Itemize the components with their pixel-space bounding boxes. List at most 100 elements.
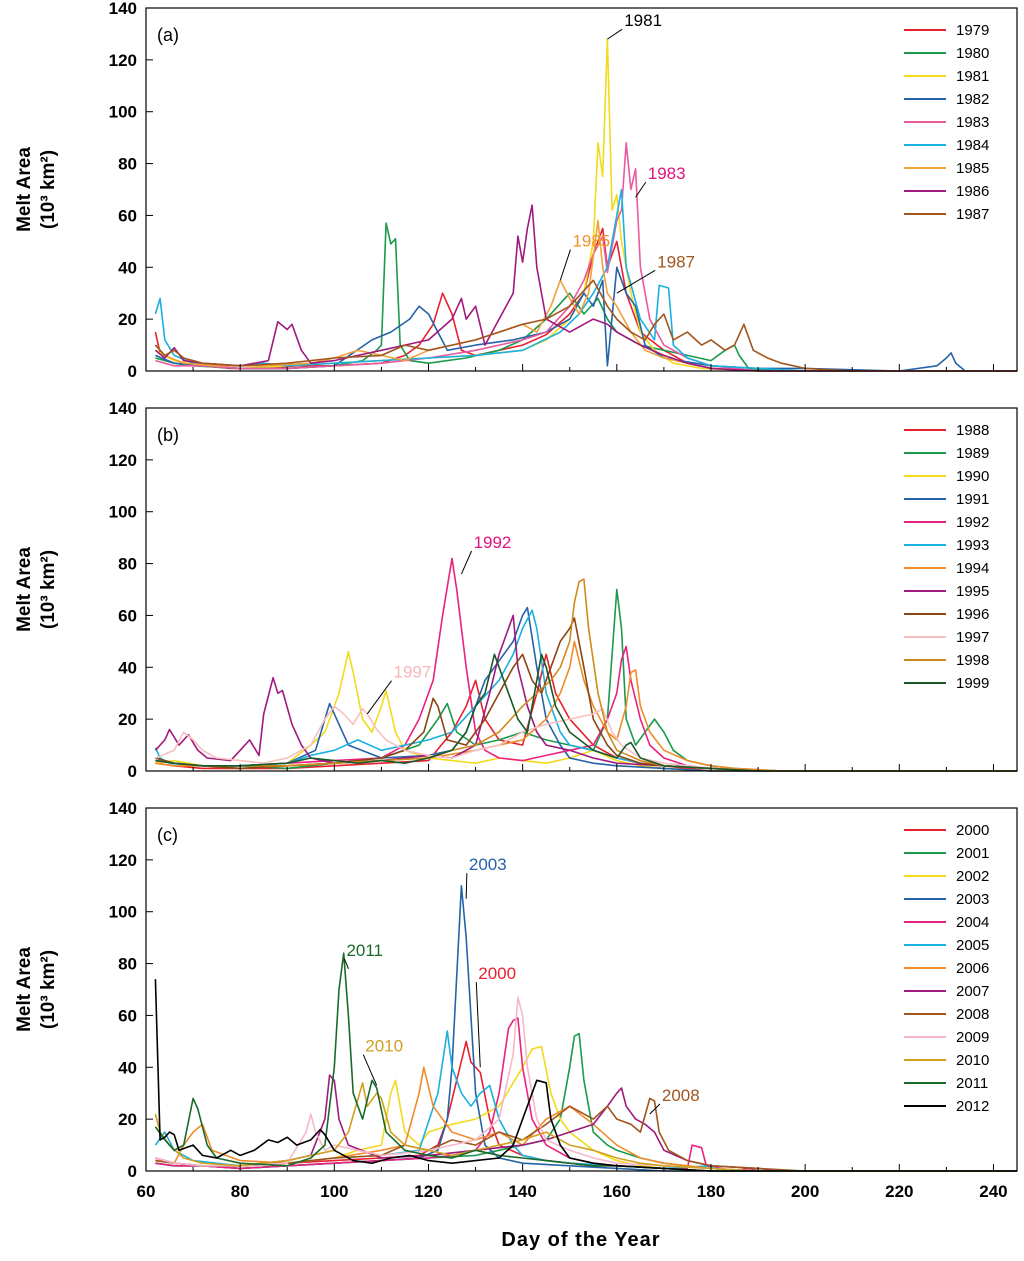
legend-label-1987: 1987 <box>956 206 989 223</box>
series-line-2001 <box>155 1032 1017 1172</box>
y-axis-title: Melt Area (10³ km²) <box>14 147 59 232</box>
y-tick-label: 40 <box>118 1058 137 1077</box>
series-line-2010 <box>154 1082 1017 1172</box>
series-line-2012 <box>154 979 1017 1172</box>
series-line-2005 <box>154 1030 1017 1172</box>
series-line-1987 <box>154 279 1017 372</box>
annotation-leader-2003 <box>465 873 468 899</box>
y-tick-label: 0 <box>128 1162 137 1181</box>
annotation-label-1997: 1997 <box>394 663 432 682</box>
legend-label-2000: 2000 <box>956 822 989 839</box>
y-axis-title-unit: (10³ km²) <box>38 150 59 229</box>
y-tick-label: 80 <box>118 955 137 974</box>
series-line-2000 <box>155 1040 1017 1172</box>
annotation-label-1987: 1987 <box>657 252 695 271</box>
legend-label-2010: 2010 <box>956 1052 989 1069</box>
panel-0: 0 20 40 60 80 100 120 140 (a) Melt Area (10³ km²) 1… <box>14 0 1018 381</box>
legend-label-2008: 2008 <box>956 1006 989 1023</box>
y-tick-label: 100 <box>109 103 137 122</box>
legend-label-1997: 1997 <box>956 629 989 646</box>
legend-label-1982: 1982 <box>956 91 989 108</box>
annotation-leader-2008 <box>649 1103 661 1115</box>
series-line-2006 <box>155 1066 1017 1172</box>
series-line-1988 <box>155 653 1017 772</box>
x-tick-label: 100 <box>320 1182 348 1201</box>
legend-label-1984: 1984 <box>956 137 989 154</box>
y-tick-label: 20 <box>118 710 137 729</box>
legend-label-1992: 1992 <box>956 514 989 531</box>
series-line-1991 <box>155 606 1017 772</box>
annotation-label-1983: 1983 <box>648 164 686 183</box>
series-line-2002 <box>155 1045 1017 1172</box>
x-axis-title: Day of the Year <box>501 1229 660 1251</box>
annotation-label-2008: 2008 <box>662 1086 700 1105</box>
legend-label-1985: 1985 <box>956 160 989 177</box>
legend-label-1989: 1989 <box>956 445 989 462</box>
y-tick-label: 20 <box>118 1110 137 1129</box>
legend-label-1986: 1986 <box>956 183 989 200</box>
y-tick-label: 60 <box>118 206 137 225</box>
y-axis-title-unit: (10³ km²) <box>38 950 59 1029</box>
series-line-1982 <box>155 266 1017 372</box>
series-line-1999 <box>155 653 1017 772</box>
series-line-1986 <box>154 204 1017 372</box>
series-line-1992 <box>155 557 1017 772</box>
y-tick-label: 60 <box>118 606 137 625</box>
legend-label-2004: 2004 <box>956 914 989 931</box>
annotation-label-1981: 1981 <box>624 11 662 30</box>
annotation-label-2003: 2003 <box>469 855 507 874</box>
x-tick-label: 240 <box>979 1182 1007 1201</box>
legend-label-2009: 2009 <box>956 1029 989 1046</box>
annotation-leader-1983 <box>635 181 647 198</box>
series-line-2009 <box>155 996 1017 1172</box>
y-tick-label: 80 <box>118 555 137 574</box>
legend-label-1981: 1981 <box>956 68 989 85</box>
y-axis-title-unit: (10³ km²) <box>38 550 59 629</box>
y-axis-title-line1: Melt Area <box>14 147 35 232</box>
y-tick-label: 80 <box>118 155 137 174</box>
series-line-2003 <box>155 885 1017 1172</box>
y-tick-label: 0 <box>128 762 137 781</box>
y-tick-label: 140 <box>109 799 137 818</box>
legend-label-2002: 2002 <box>956 868 989 885</box>
series-line-1994 <box>155 640 1017 772</box>
legend-label-2007: 2007 <box>956 983 989 1000</box>
annotation-label-2010: 2010 <box>365 1037 403 1056</box>
annotation-label-2000: 2000 <box>478 964 516 983</box>
series-line-1983 <box>155 142 1017 372</box>
legend-label-2005: 2005 <box>956 937 989 954</box>
legend-label-1979: 1979 <box>956 22 989 39</box>
legend-label-1999: 1999 <box>956 675 989 692</box>
y-tick-label: 120 <box>109 851 137 870</box>
series-line-2008 <box>155 1097 1017 1172</box>
legend-label-2011: 2011 <box>956 1075 988 1092</box>
annotation-label-1985: 1985 <box>572 232 610 251</box>
x-tick-label: 140 <box>508 1182 536 1201</box>
legend-label-2006: 2006 <box>956 960 989 977</box>
series-line-1997 <box>155 705 1017 772</box>
y-tick-label: 40 <box>118 258 137 277</box>
legend-label-1991: 1991 <box>956 491 989 508</box>
annotation-leader-2000 <box>475 982 481 1068</box>
legend-label-2001: 2001 <box>956 845 989 862</box>
annotation-leader-1981 <box>607 28 623 40</box>
y-tick-label: 140 <box>109 399 137 418</box>
annotation-label-2011: 2011 <box>346 941 383 960</box>
legend-label-1993: 1993 <box>956 537 989 554</box>
panel-2: 0 20 40 60 80 100 120 140 60 80 100 120 140 160 180 200… <box>14 799 1018 1201</box>
y-tick-label: 40 <box>118 658 137 677</box>
plot-frame <box>145 7 1018 372</box>
legend-label-1994: 1994 <box>956 560 989 577</box>
y-tick-label: 60 <box>118 1006 137 1025</box>
panel-label: (b) <box>157 425 179 445</box>
panel-label: (c) <box>157 825 178 845</box>
annotation-leader-1985 <box>559 249 571 281</box>
x-tick-label: 160 <box>603 1182 631 1201</box>
x-tick-label: 80 <box>231 1182 250 1201</box>
series-line-2011 <box>154 952 1017 1172</box>
x-tick-label: 200 <box>791 1182 819 1201</box>
annotation-leader-1987 <box>616 269 656 294</box>
y-tick-label: 120 <box>109 51 137 70</box>
